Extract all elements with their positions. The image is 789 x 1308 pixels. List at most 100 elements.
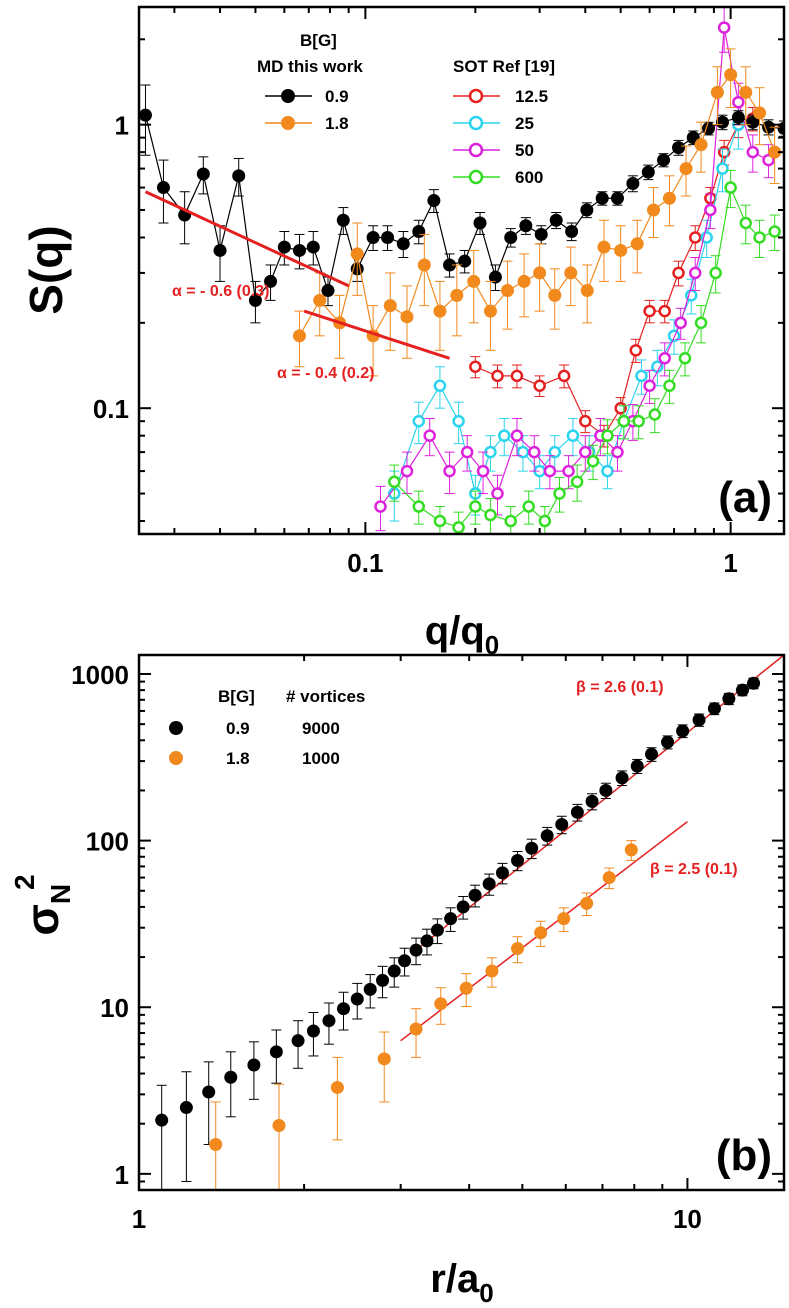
data-point — [322, 1014, 336, 1028]
data-point — [272, 1119, 286, 1133]
data-point — [427, 194, 441, 208]
legend-b-col1-header: B[G] — [218, 687, 255, 706]
data-point — [292, 329, 306, 343]
data-point — [724, 68, 738, 82]
panel-b-xlabel: r/a0 — [430, 1257, 493, 1308]
data-point — [717, 145, 731, 159]
data-point — [566, 429, 580, 442]
data-point — [452, 521, 465, 534]
data-point — [483, 304, 497, 318]
panel-b-plot-area — [155, 655, 784, 1190]
fit-line-2 — [303, 309, 451, 360]
data-point — [321, 284, 335, 298]
x-tick-label: 1 — [723, 548, 737, 578]
data-point — [528, 445, 541, 459]
data-point — [400, 310, 414, 324]
data-point — [434, 997, 448, 1011]
data-point — [753, 106, 767, 120]
data-point — [580, 284, 594, 298]
data-point — [501, 284, 515, 298]
panel-b-ylabel-sub: N — [45, 884, 76, 904]
y-tick-label: 10 — [100, 993, 129, 1023]
data-point — [420, 934, 434, 948]
panel-b-ylabel-main: σ — [16, 904, 68, 935]
data-point — [396, 237, 410, 251]
data-point — [156, 181, 170, 195]
data-point — [731, 110, 745, 124]
data-point — [468, 888, 482, 902]
data-point — [565, 224, 579, 238]
data-point — [692, 713, 706, 727]
legend-label-600: 600 — [515, 168, 543, 187]
data-point — [746, 145, 760, 159]
data-point — [586, 454, 600, 468]
data-point — [306, 1024, 320, 1038]
data-point — [350, 992, 364, 1006]
panel-a-plot-area — [139, 7, 784, 534]
data-point — [624, 843, 638, 857]
data-point — [469, 500, 482, 513]
data-point — [674, 316, 687, 330]
data-point — [417, 258, 431, 272]
data-point — [497, 429, 511, 442]
data-point — [635, 369, 648, 383]
data-point — [247, 1058, 261, 1072]
panel-a-xlabel-main: q/q — [425, 609, 485, 653]
data-point — [412, 414, 426, 428]
data-point — [450, 288, 464, 302]
x-tick-label: 1 — [132, 1204, 146, 1234]
data-point — [747, 676, 761, 690]
data-point — [504, 514, 517, 528]
data-point — [519, 219, 533, 233]
data-point — [676, 724, 690, 738]
data-point — [511, 942, 525, 956]
panel-b-xlabel-sub: 0 — [479, 1278, 493, 1308]
legend-b-n-0.9: 9000 — [302, 719, 340, 738]
data-point — [366, 230, 380, 244]
data-point — [732, 95, 745, 109]
data-point — [753, 231, 766, 244]
data-point — [517, 274, 531, 288]
data-point — [516, 445, 530, 459]
panel-a-xlabel: q/q0 — [425, 609, 499, 660]
data-point — [657, 153, 671, 167]
data-point — [553, 487, 566, 500]
y-tick-label: 1 — [115, 111, 129, 141]
series-0.9 — [139, 84, 784, 324]
legend-items: 0.9 1.8 12.5 25 50 600 — [265, 87, 548, 187]
data-point — [433, 514, 447, 528]
data-point — [538, 514, 552, 528]
y-tick-label: 100 — [86, 827, 129, 857]
data-point — [381, 230, 395, 244]
data-point — [570, 805, 584, 819]
data-point — [459, 981, 473, 995]
data-point — [724, 181, 737, 194]
data-point — [504, 230, 518, 244]
x-tick-label: 10 — [673, 1204, 702, 1234]
panel-b-legend: B[G] # vortices 0.9 9000 1.8 1000 — [169, 687, 365, 768]
data-point — [179, 1101, 193, 1115]
series-1.8 — [209, 840, 638, 1190]
data-point — [679, 162, 693, 176]
data-point — [196, 167, 210, 181]
data-point — [469, 360, 482, 374]
data-point — [409, 1022, 423, 1036]
data-point — [548, 288, 562, 302]
data-point — [482, 877, 496, 891]
data-point — [643, 379, 656, 392]
data-point — [336, 213, 350, 227]
legend-b-col2-header: # vortices — [286, 687, 365, 706]
data-point — [694, 138, 708, 152]
data-point — [762, 153, 775, 167]
data-point — [412, 500, 426, 513]
data-point — [694, 316, 708, 330]
data-point — [488, 270, 502, 284]
data-point — [704, 203, 717, 217]
data-point — [433, 379, 447, 392]
panel-b-frame — [137, 653, 786, 1192]
fit-label-beta-2: β = 2.5 (0.1) — [650, 861, 738, 878]
data-point — [768, 145, 782, 159]
data-point — [277, 240, 291, 254]
data-point — [306, 240, 320, 254]
data-point — [647, 203, 661, 217]
